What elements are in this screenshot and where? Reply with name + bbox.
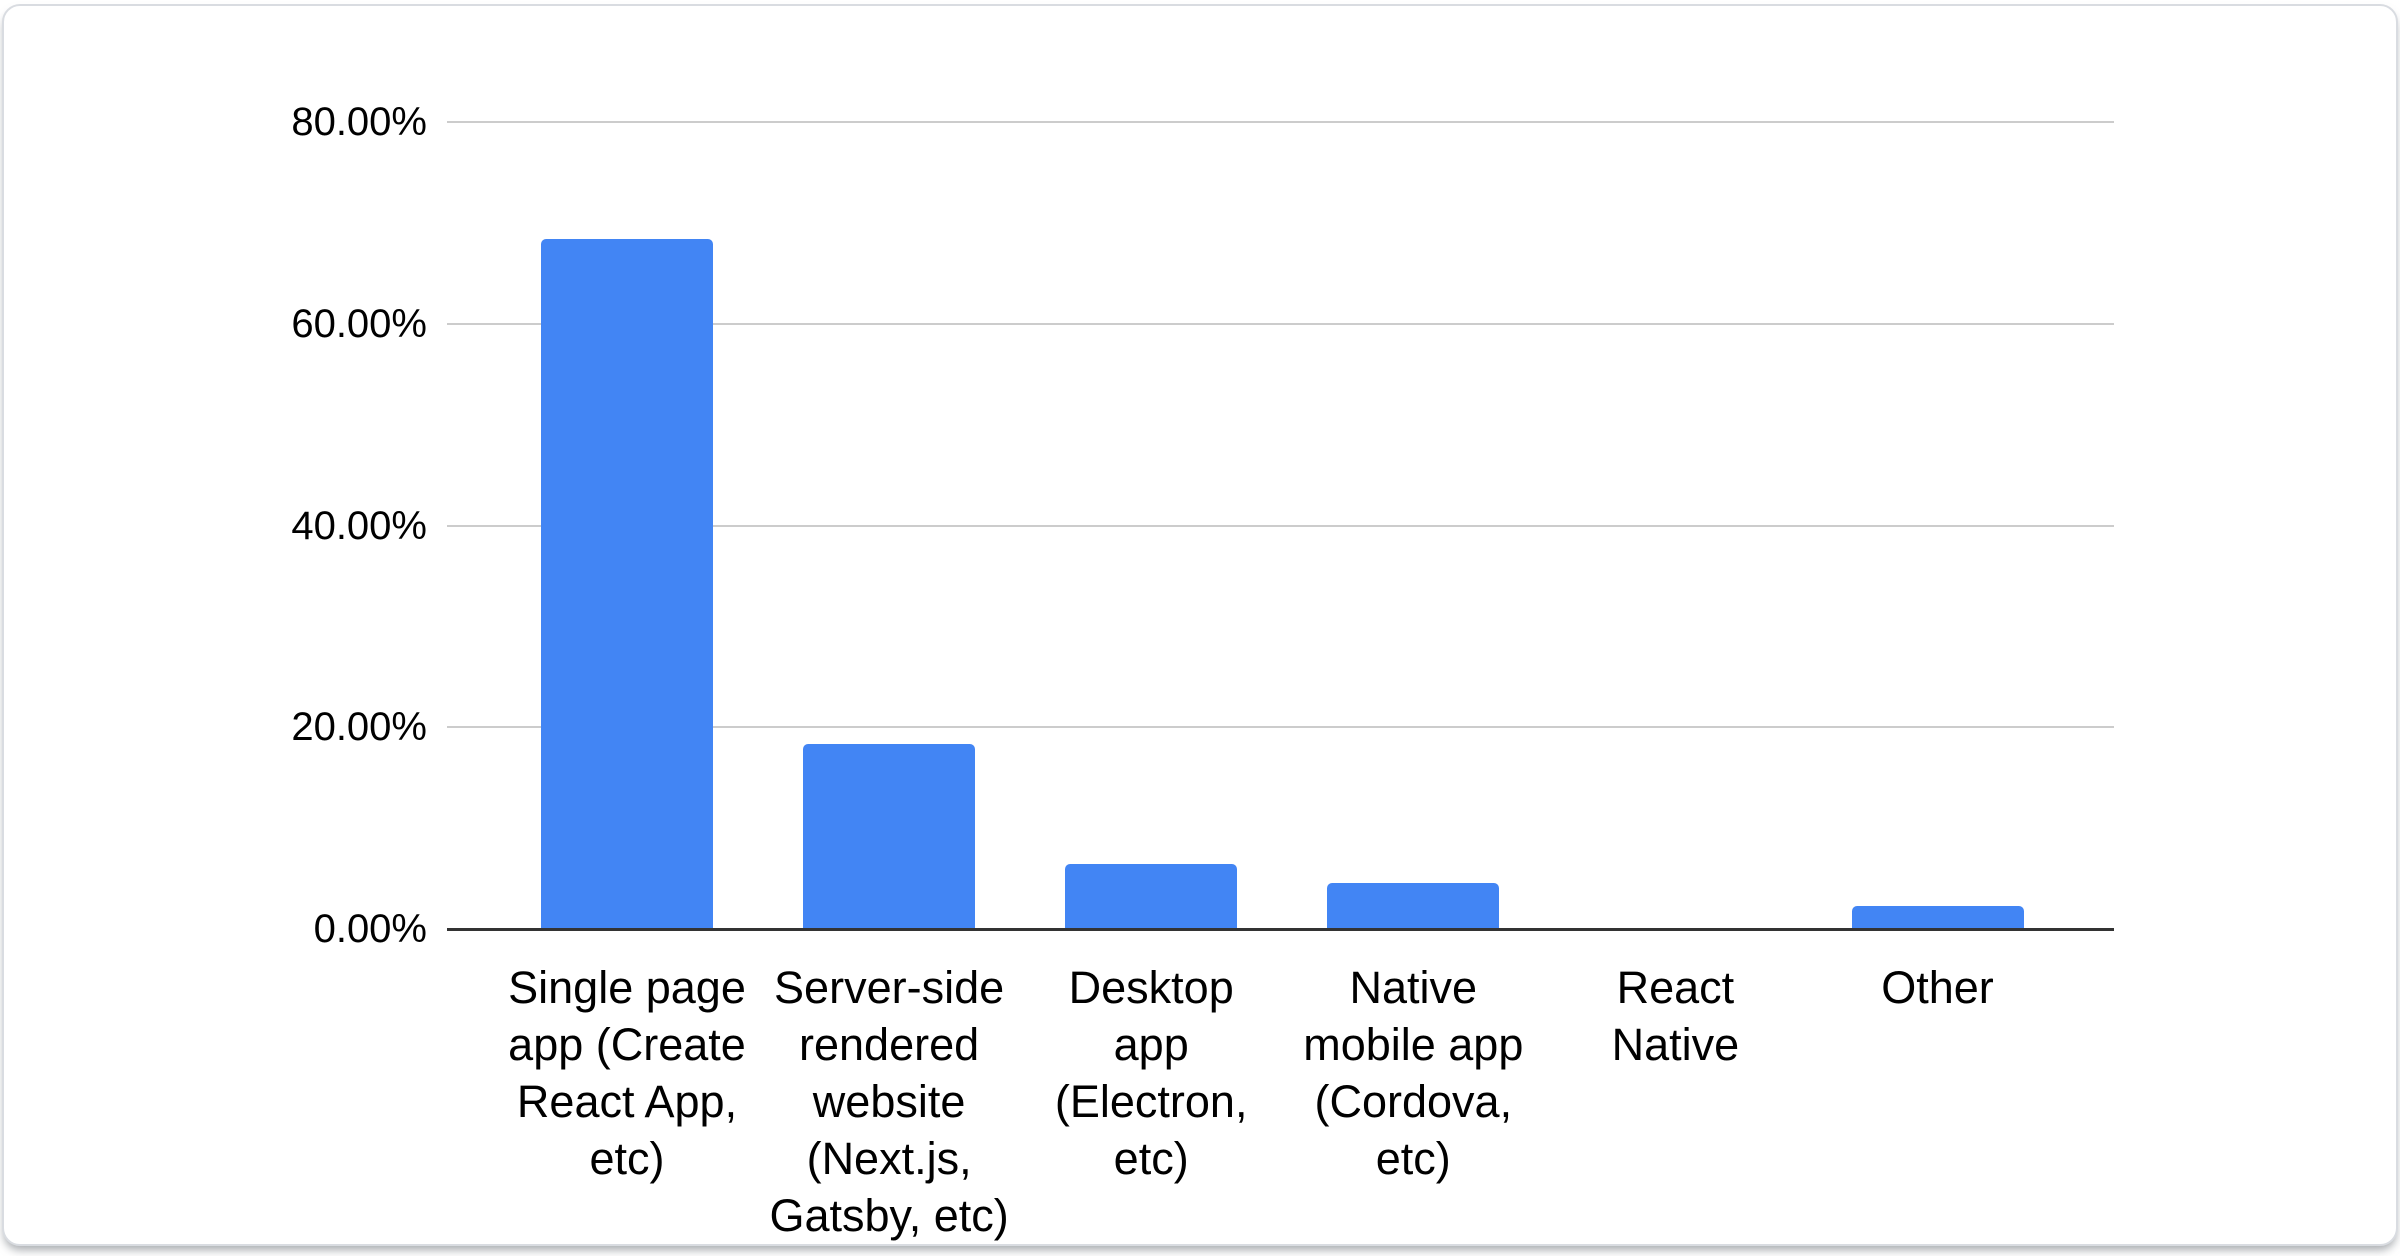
x-axis-label-line: app (Create — [508, 1019, 746, 1070]
x-axis-category-label: React Native — [1544, 959, 1806, 1073]
x-axis-category-label: Server-side rendered website (Next.js, Gatsb… — [758, 959, 1020, 1244]
x-axis-label-line: app — [1113, 1019, 1189, 1070]
x-axis-label-line: Gatsby, etc) — [769, 1190, 1009, 1241]
x-axis-category-label: Desktop app (Electron, etc) — [1020, 959, 1282, 1187]
x-axis-line — [447, 928, 2114, 931]
y-axis-tick-label: 80.00% — [291, 100, 427, 144]
gridline-20.00% — [447, 726, 2114, 729]
x-axis-label-line: Server-side — [774, 962, 1005, 1013]
x-axis-category-label: Single page app (Create React App, etc) — [496, 959, 758, 1187]
x-axis-category-label: Other — [1807, 959, 2069, 1016]
x-axis-label-line: Single page — [508, 962, 746, 1013]
x-axis-label-line: mobile app — [1303, 1019, 1524, 1070]
x-axis-label-line: rendered — [799, 1019, 980, 1070]
chart-bar-3[interactable] — [1065, 864, 1238, 929]
x-axis-label-line: (Electron, — [1054, 1076, 1248, 1127]
x-axis-label-line: (Cordova, — [1314, 1076, 1513, 1127]
x-axis-label-line: website — [812, 1076, 966, 1127]
y-axis-tick-label: 20.00% — [291, 705, 427, 750]
gridline-40.00% — [447, 524, 2114, 527]
chart-card: 0.00% 20.00% 40.00% 60.00% 80.00% Single page… — [2, 4, 2398, 1246]
gridline-80.00% — [447, 121, 2114, 123]
chart-bar-4[interactable] — [1327, 882, 1500, 929]
chart-bar-6[interactable] — [1851, 905, 2024, 929]
y-axis-tick-label: 40.00% — [291, 503, 427, 548]
x-axis-category-label: Native mobile app (Cordova, etc) — [1282, 959, 1544, 1187]
y-axis-tick-label: 0.00% — [313, 907, 427, 951]
x-axis-label-line: Native — [1611, 1019, 1740, 1070]
x-axis-label-line: etc) — [1113, 1133, 1189, 1184]
chart-bar-1[interactable] — [541, 239, 713, 929]
x-axis-label-line: React — [1616, 962, 1735, 1013]
x-axis-label-line: etc) — [589, 1133, 665, 1184]
x-axis-label-line: (Next.js, — [806, 1133, 972, 1184]
x-axis-label-line: etc) — [1375, 1133, 1451, 1184]
y-axis-tick-label: 60.00% — [291, 301, 427, 346]
gridline-60.00% — [447, 322, 2114, 325]
x-axis-label-line: Desktop — [1068, 962, 1234, 1013]
x-axis-label-line: React App, — [516, 1076, 738, 1127]
x-axis-label-line: Other — [1881, 962, 1994, 1013]
chart-bar-2[interactable] — [803, 744, 976, 929]
x-axis-label-line: Native — [1349, 962, 1478, 1013]
